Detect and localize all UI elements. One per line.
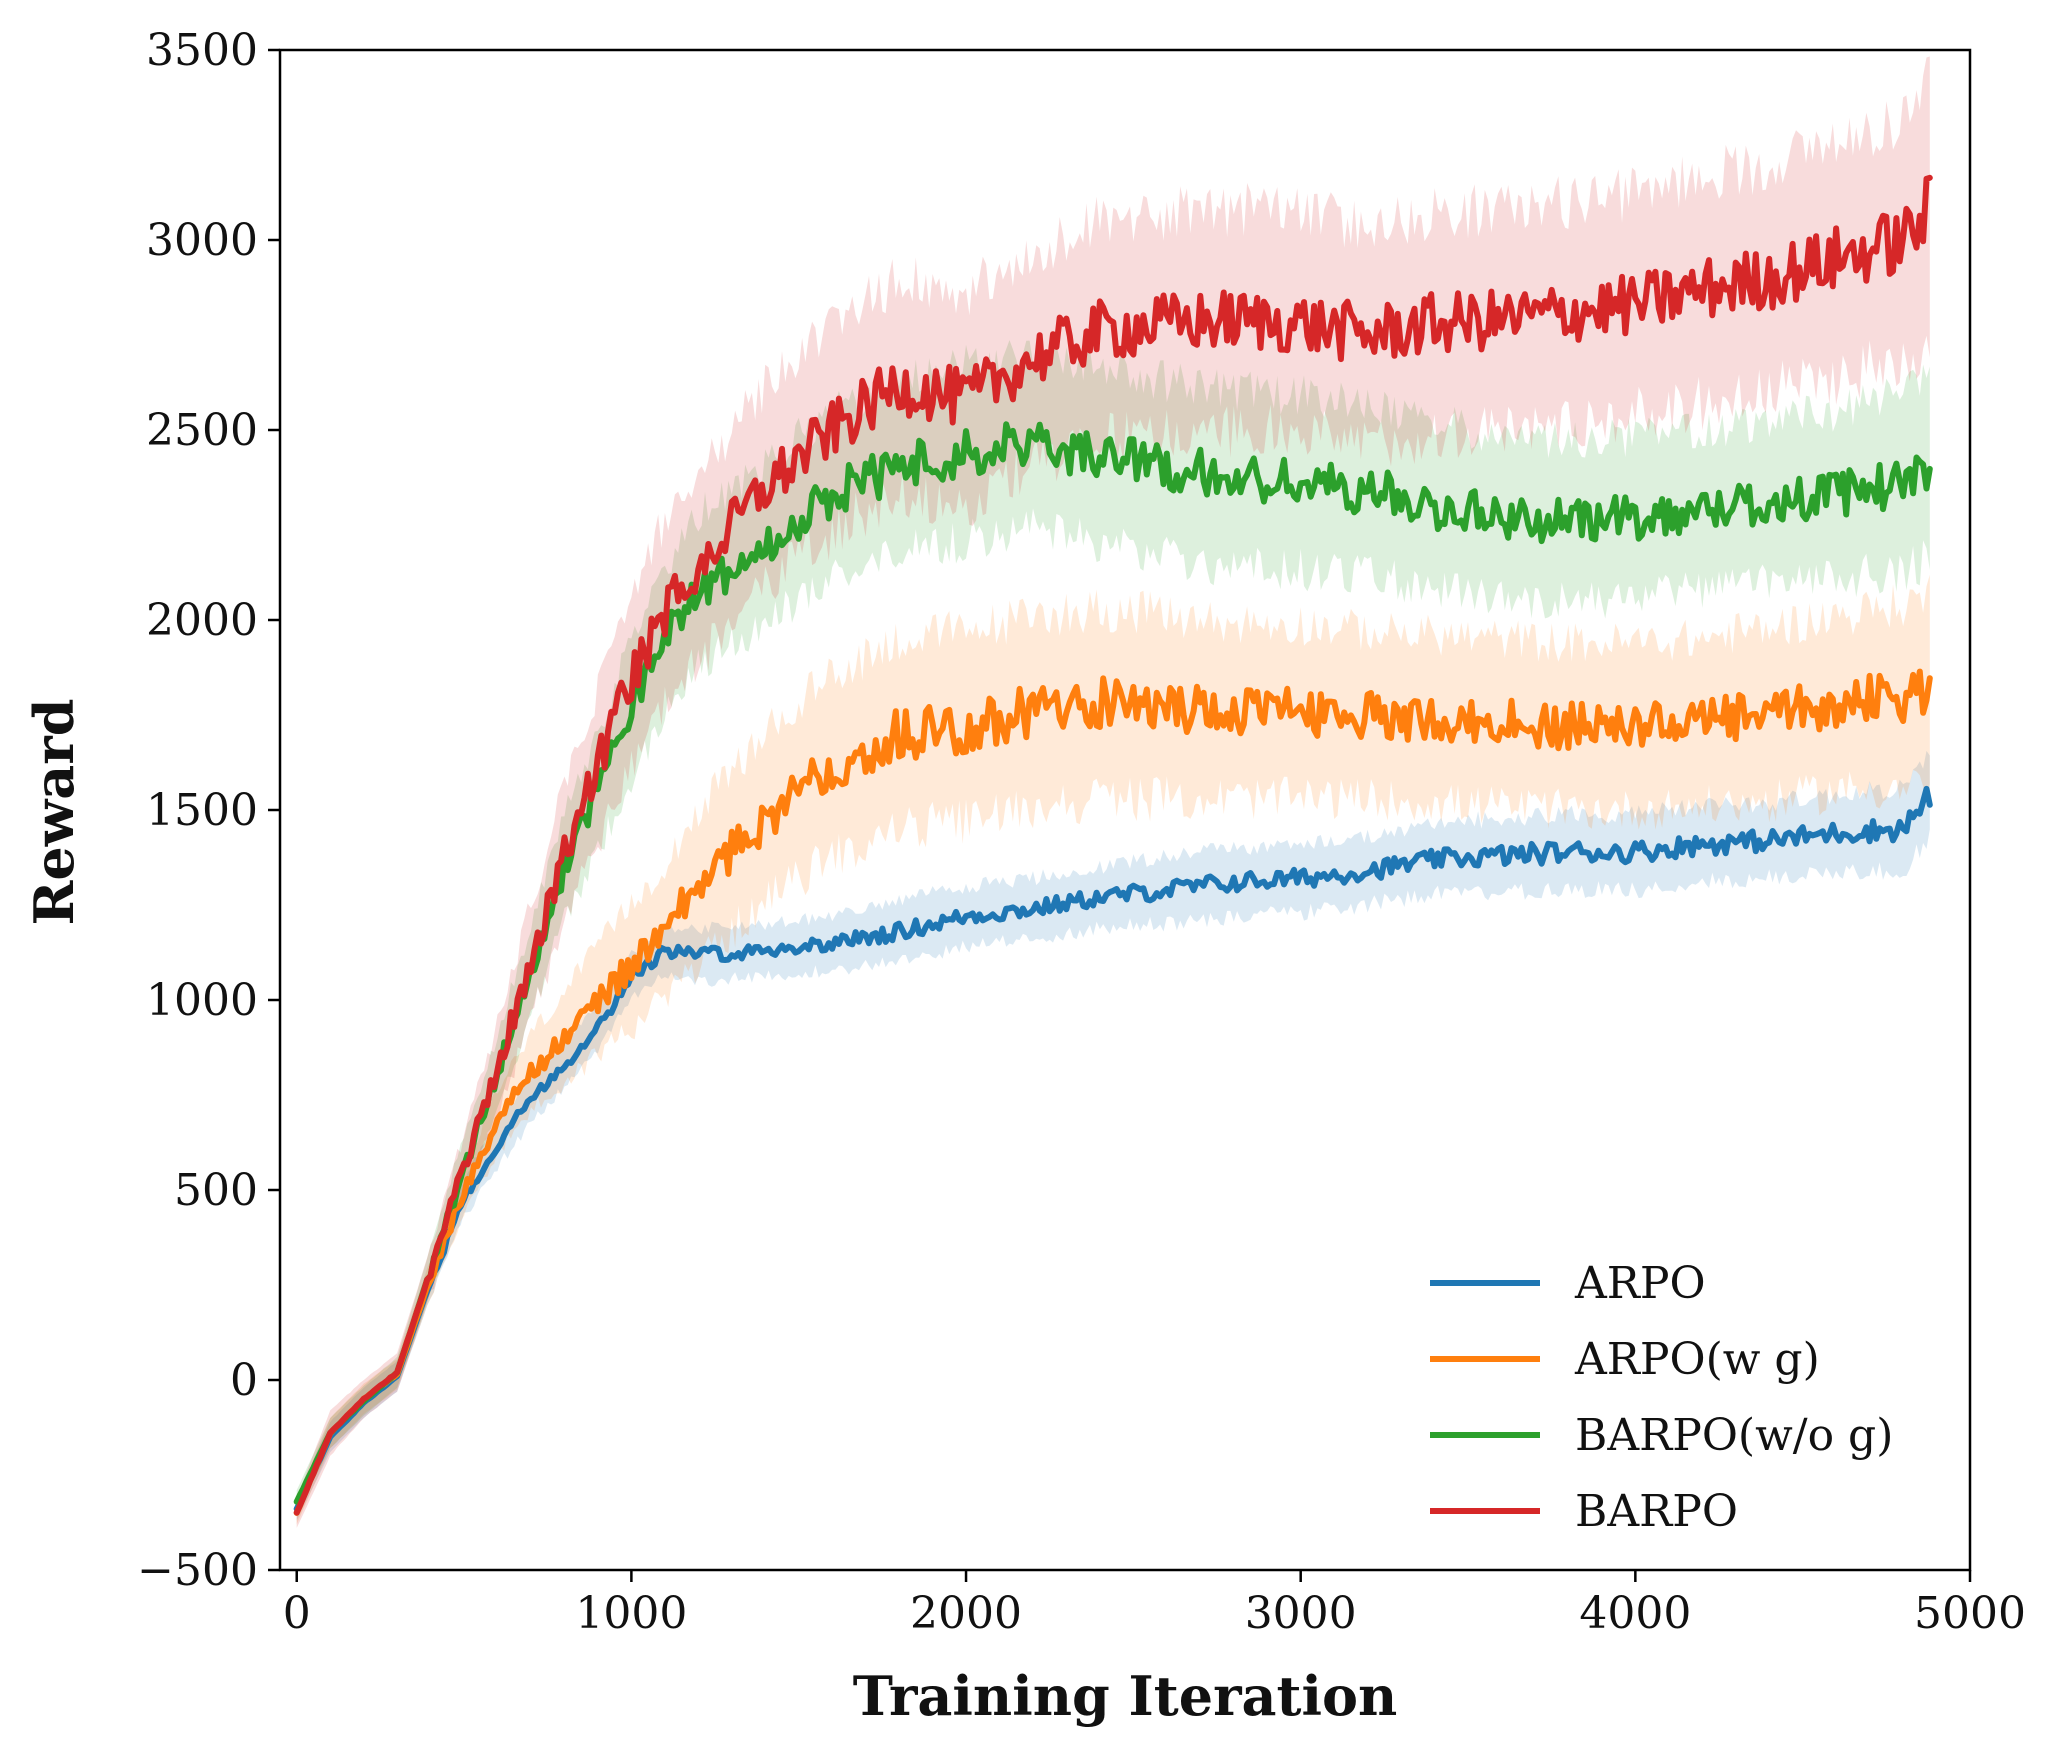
legend: ARPO ARPO(w g) BARPO(w/o g) BARPO bbox=[1430, 1258, 1893, 1537]
y-tick-label: 3000 bbox=[146, 215, 258, 266]
band-barpo-w-o-g- bbox=[296, 340, 1930, 1513]
y-tick-label: 2500 bbox=[146, 405, 258, 456]
x-tick-label: 3000 bbox=[1245, 1588, 1357, 1639]
x-tick-label: 0 bbox=[283, 1588, 311, 1639]
y-tick-label: 500 bbox=[174, 1165, 258, 1216]
x-tick-label: 5000 bbox=[1914, 1588, 2026, 1639]
y-tick-label: 1000 bbox=[146, 975, 258, 1026]
x-tick-label: 2000 bbox=[910, 1588, 1022, 1639]
y-tick-label: 0 bbox=[230, 1355, 258, 1406]
y-axis-ticks: −500 0 500 1000 1500 2000 2500 3000 3500 bbox=[137, 25, 280, 1596]
x-tick-label: 4000 bbox=[1579, 1588, 1691, 1639]
x-tick-label: 1000 bbox=[575, 1588, 687, 1639]
legend-label: ARPO(w g) bbox=[1574, 1334, 1820, 1385]
line-barpo-w-o-g- bbox=[293, 421, 1933, 1505]
confidence-bands bbox=[296, 56, 1930, 1528]
y-tick-label: 3500 bbox=[146, 25, 258, 76]
legend-label: BARPO(w/o g) bbox=[1575, 1410, 1893, 1461]
x-axis-title: Training Iteration bbox=[853, 1664, 1398, 1728]
x-axis-ticks: 0 1000 2000 3000 4000 5000 bbox=[283, 1570, 2026, 1639]
series-lines bbox=[293, 174, 1933, 1516]
band-arpo bbox=[296, 750, 1930, 1521]
line-arpo bbox=[293, 785, 1933, 1512]
y-axis-title: Reward bbox=[22, 699, 86, 926]
line-barpo bbox=[293, 174, 1933, 1516]
y-tick-label: −500 bbox=[137, 1545, 258, 1596]
legend-label: ARPO bbox=[1574, 1258, 1706, 1309]
legend-label: BARPO bbox=[1575, 1486, 1738, 1537]
line-arpo-w-g- bbox=[293, 668, 1933, 1516]
band-barpo bbox=[296, 56, 1930, 1528]
y-tick-label: 2000 bbox=[146, 595, 258, 646]
y-tick-label: 1500 bbox=[146, 785, 258, 836]
band-arpo-w-g- bbox=[296, 574, 1930, 1525]
